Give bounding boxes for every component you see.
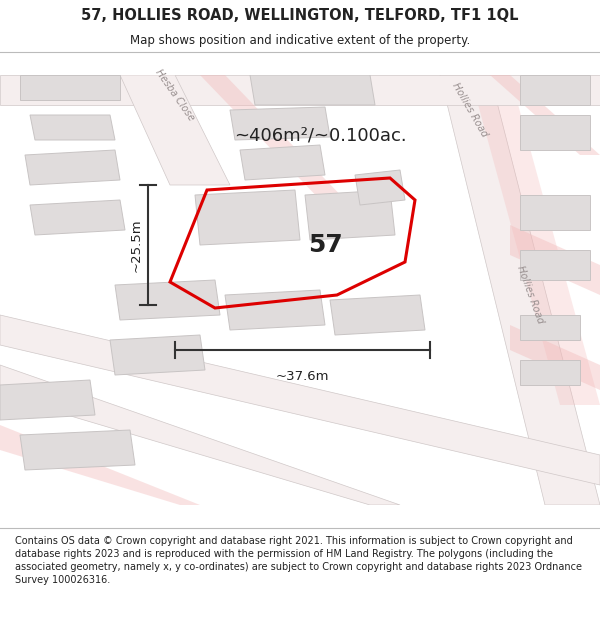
Polygon shape <box>200 75 350 205</box>
Polygon shape <box>520 115 590 150</box>
Text: ~406m²/~0.100ac.: ~406m²/~0.100ac. <box>233 126 406 144</box>
Polygon shape <box>510 225 600 295</box>
Polygon shape <box>490 75 600 155</box>
Polygon shape <box>240 145 325 180</box>
Polygon shape <box>0 315 600 485</box>
Text: 57, HOLLIES ROAD, WELLINGTON, TELFORD, TF1 1QL: 57, HOLLIES ROAD, WELLINGTON, TELFORD, T… <box>81 8 519 23</box>
Polygon shape <box>470 75 600 405</box>
Polygon shape <box>510 325 600 390</box>
Polygon shape <box>0 75 600 105</box>
Polygon shape <box>20 430 135 470</box>
Polygon shape <box>0 365 400 505</box>
Polygon shape <box>120 75 230 185</box>
Text: Hesba Close: Hesba Close <box>154 68 196 122</box>
Text: Map shows position and indicative extent of the property.: Map shows position and indicative extent… <box>130 34 470 47</box>
Polygon shape <box>225 290 325 330</box>
Text: Hollies Road: Hollies Road <box>515 265 545 325</box>
Polygon shape <box>0 380 95 420</box>
Polygon shape <box>355 170 405 205</box>
Polygon shape <box>440 75 600 505</box>
Polygon shape <box>250 75 375 105</box>
Polygon shape <box>30 115 115 140</box>
Polygon shape <box>0 425 200 505</box>
Polygon shape <box>520 315 580 340</box>
Polygon shape <box>520 250 590 280</box>
Polygon shape <box>305 190 395 240</box>
Text: ~37.6m: ~37.6m <box>276 370 329 383</box>
Polygon shape <box>520 75 590 105</box>
Text: ~25.5m: ~25.5m <box>130 218 143 272</box>
Polygon shape <box>115 280 220 320</box>
Polygon shape <box>30 200 125 235</box>
Text: Contains OS data © Crown copyright and database right 2021. This information is : Contains OS data © Crown copyright and d… <box>15 536 582 586</box>
Polygon shape <box>520 195 590 230</box>
Polygon shape <box>230 107 330 140</box>
Polygon shape <box>110 335 205 375</box>
Text: 57: 57 <box>308 233 343 257</box>
Polygon shape <box>195 190 300 245</box>
Polygon shape <box>20 75 120 100</box>
Polygon shape <box>330 295 425 335</box>
Polygon shape <box>520 360 580 385</box>
Polygon shape <box>25 150 120 185</box>
Text: Hollies Road: Hollies Road <box>451 81 490 139</box>
